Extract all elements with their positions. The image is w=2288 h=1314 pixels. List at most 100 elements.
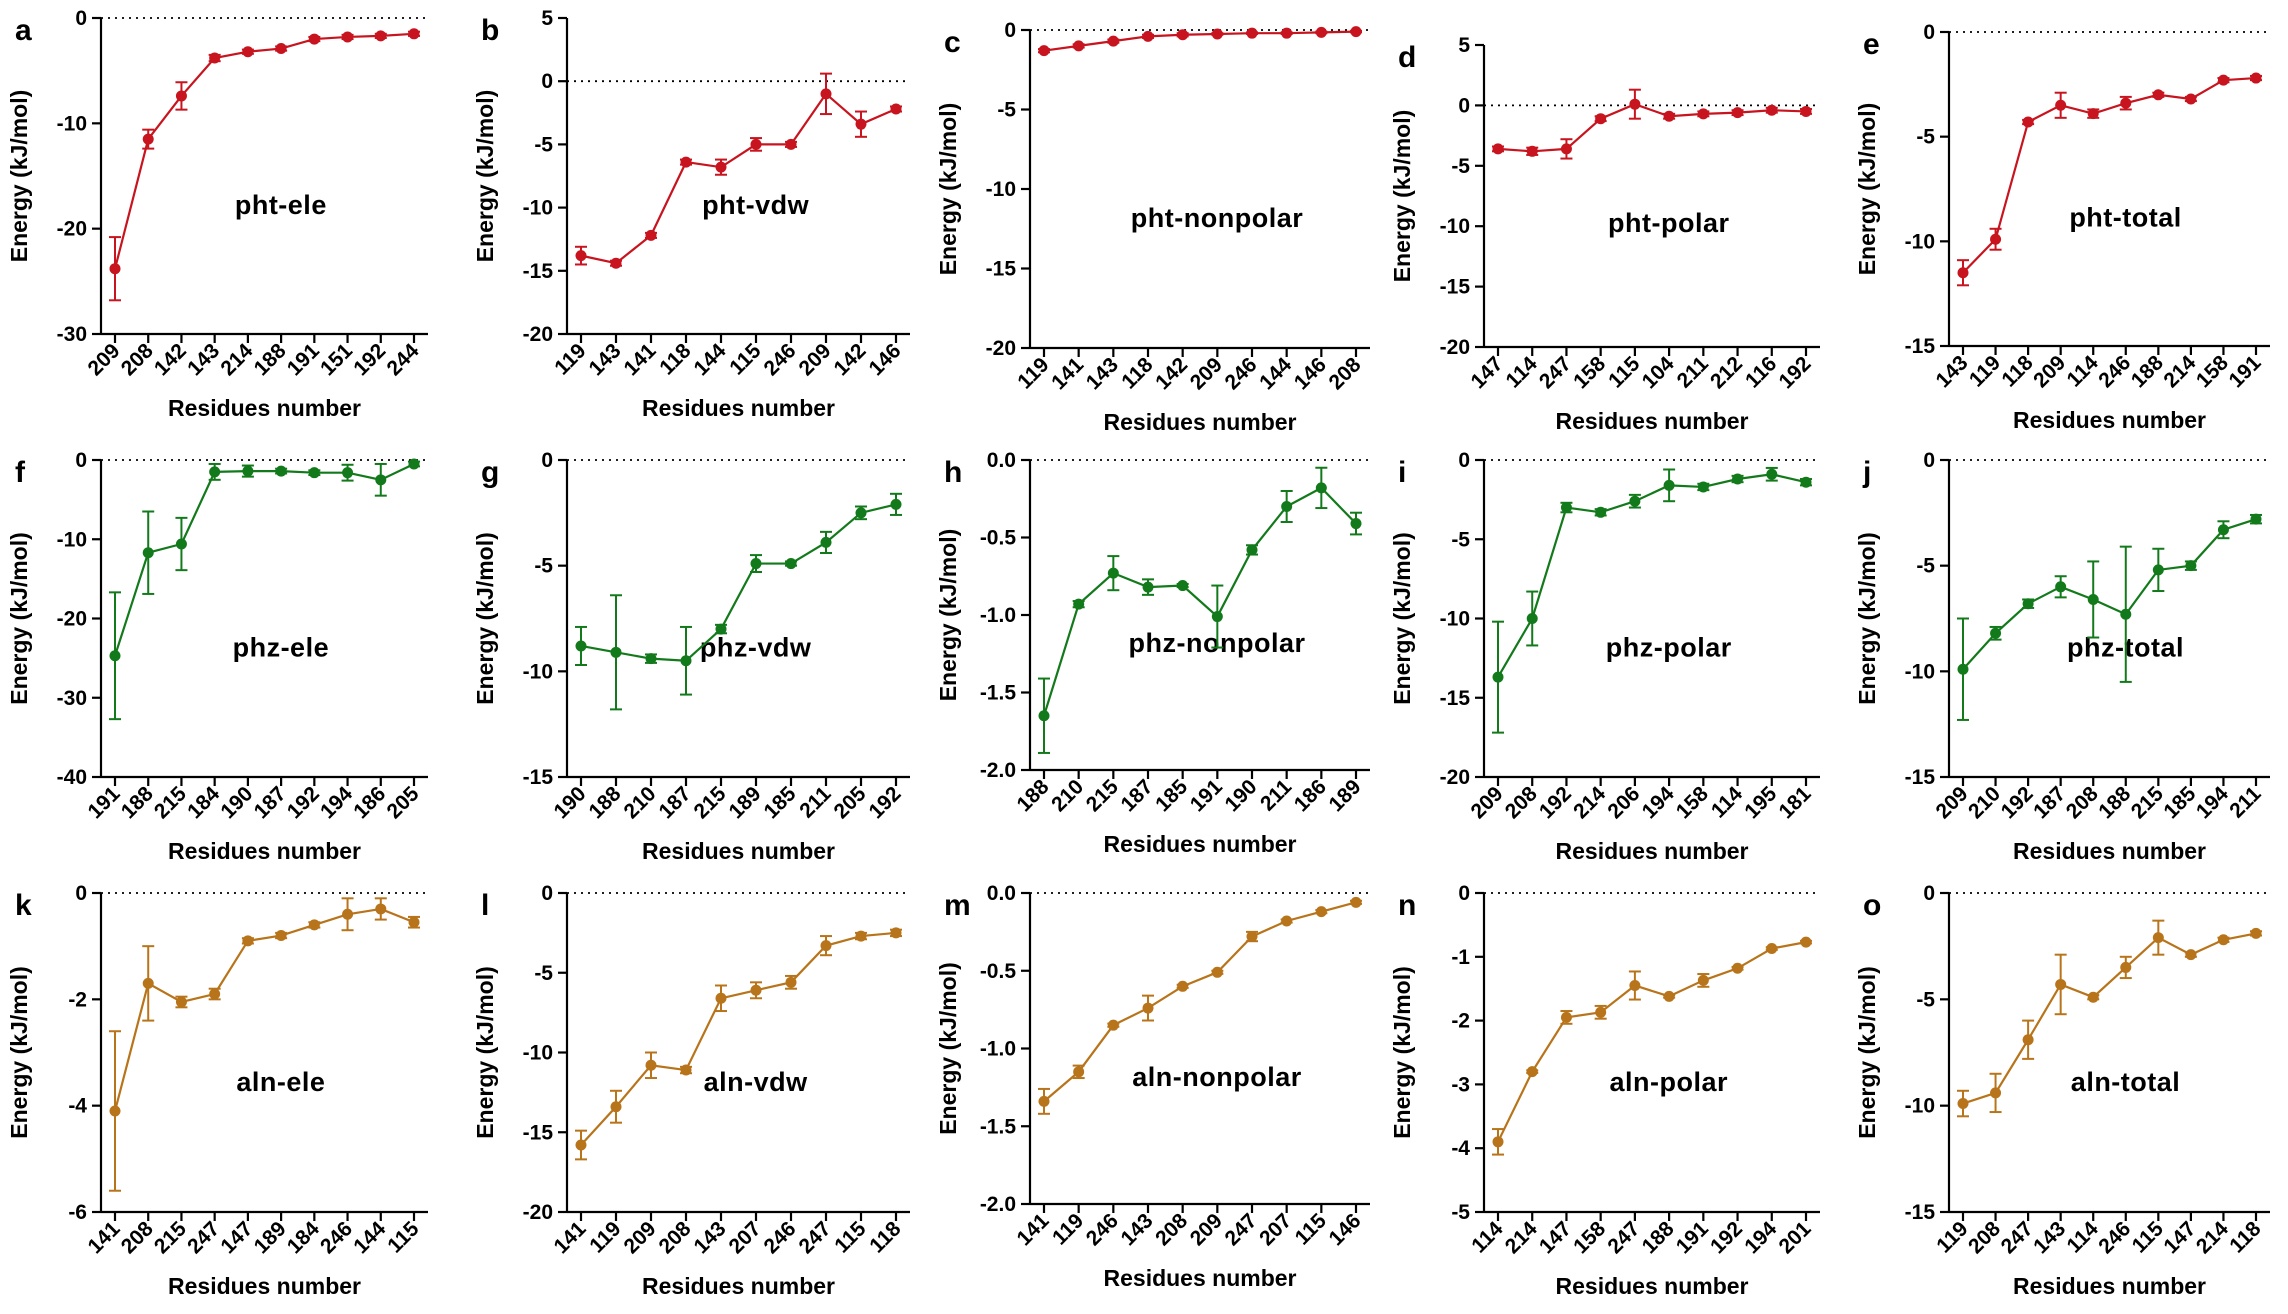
- chart-panel-n: n 0 -1 -2 -3 -4 -51142141471582471881911921942…: [1389, 882, 1820, 1299]
- y-tick-label: -30: [57, 323, 87, 346]
- y-tick-label: -0.5: [980, 527, 1017, 550]
- panel-letter: c: [944, 26, 961, 59]
- x-tick-label: 114: [2063, 1217, 2103, 1257]
- x-tick-label: 215: [1082, 775, 1123, 816]
- data-point: [1211, 611, 1223, 623]
- y-tick-label: -10: [986, 178, 1016, 201]
- y-axis-title: Energy (kJ/mol): [472, 90, 498, 263]
- x-tick-label: 146: [1324, 1209, 1365, 1250]
- data-point: [1766, 943, 1778, 955]
- x-tick-label: 246: [759, 339, 800, 380]
- chart-title: aln-polar: [1610, 1067, 1729, 1097]
- x-tick-label: 211: [2225, 782, 2265, 822]
- x-tick-label: 146: [1290, 353, 1331, 394]
- x-tick-label: 118: [655, 339, 695, 379]
- chart-panel-d: d 5 0 -5 -10 -15 -2014711424715811510421121211…: [1389, 34, 1820, 434]
- data-point: [575, 1139, 587, 1151]
- data-point: [1246, 27, 1258, 39]
- series-line: [1962, 932, 2257, 1105]
- y-tick-label: -1: [1451, 946, 1470, 969]
- y-tick-label: -2: [68, 988, 87, 1011]
- y-tick-label: -1.0: [980, 604, 1016, 627]
- chart-title: phz-ele: [233, 633, 330, 663]
- data-point: [610, 1101, 622, 1113]
- data-point: [1800, 476, 1812, 488]
- x-tick-label: 158: [1569, 1217, 1610, 1258]
- x-tick-label: 143: [584, 339, 625, 380]
- data-point: [1526, 613, 1538, 624]
- chart-panel-l: l 0 -5 -10 -15 -20141119209208143207246247115…: [472, 882, 910, 1299]
- y-tick-label: -5: [1451, 528, 1470, 551]
- data-point: [1560, 143, 1572, 155]
- data-point: [785, 138, 797, 150]
- data-point: [375, 474, 387, 486]
- y-tick-label: -20: [523, 1201, 553, 1224]
- y-tick-label: -15: [523, 766, 554, 789]
- data-point: [342, 908, 354, 920]
- x-tick-label: 209: [83, 339, 124, 380]
- data-point: [2120, 961, 2132, 973]
- x-tick-label: 119: [1965, 351, 2005, 391]
- x-tick-label: 144: [349, 1217, 390, 1258]
- x-tick-label: 210: [1047, 775, 1088, 816]
- y-tick-label: 0: [1458, 449, 1470, 472]
- data-point: [1629, 980, 1641, 992]
- series-line: [113, 907, 415, 1112]
- panel-letter: f: [15, 456, 26, 489]
- data-point: [375, 30, 387, 42]
- y-tick-label: -6: [68, 1201, 87, 1224]
- x-tick-label: 147: [2159, 1217, 2200, 1258]
- x-tick-label: 185: [759, 782, 800, 823]
- y-tick-label: -0.5: [980, 960, 1017, 983]
- data-point: [785, 976, 797, 988]
- data-point: [2152, 932, 2164, 944]
- x-tick-label: 214: [2159, 351, 2200, 392]
- x-tick-label: 246: [759, 1217, 800, 1258]
- x-tick-label: 208: [1324, 353, 1365, 394]
- x-tick-label: 190: [549, 782, 590, 823]
- x-tick-label: 188: [1638, 1217, 1679, 1258]
- series-line: [1042, 486, 1357, 717]
- panel-letter: e: [1863, 28, 1880, 61]
- x-tick-label: 215: [689, 782, 730, 823]
- series-line: [1043, 901, 1357, 1103]
- x-axis-title: Residues number: [168, 395, 361, 421]
- y-tick-label: -5: [534, 962, 553, 985]
- y-tick-label: 0: [75, 449, 87, 472]
- data-point: [175, 90, 187, 102]
- x-tick-label: 208: [117, 1217, 158, 1258]
- chart-panel-j: j 0 -5 -10 -15209210192187208188215185194211…: [1854, 449, 2270, 864]
- y-tick-label: -10: [57, 528, 87, 551]
- data-point: [2152, 89, 2164, 101]
- x-tick-label: 209: [1931, 782, 1972, 823]
- data-point: [680, 1064, 692, 1076]
- y-axis-title: Energy (kJ/mol): [472, 532, 498, 705]
- y-tick-label: -10: [1440, 215, 1470, 238]
- chart-title: pht-ele: [235, 190, 327, 220]
- x-tick-label: 188: [250, 339, 291, 380]
- x-tick-label: 115: [1604, 352, 1644, 392]
- data-point: [242, 465, 254, 477]
- data-point: [1526, 1066, 1538, 1078]
- data-point: [1315, 906, 1327, 918]
- x-tick-label: 119: [1932, 1217, 1972, 1257]
- x-tick-label: 118: [1997, 351, 2037, 391]
- x-tick-label: 247: [1997, 1217, 2038, 1258]
- data-point: [275, 43, 287, 55]
- y-axis-title: Energy (kJ/mol): [6, 966, 32, 1139]
- x-tick-label: 104: [1638, 352, 1679, 393]
- data-point: [715, 992, 727, 1004]
- x-tick-label: 194: [2192, 782, 2233, 823]
- y-axis-title: Energy (kJ/mol): [935, 962, 961, 1135]
- x-axis-title: Residues number: [1556, 1273, 1749, 1299]
- x-tick-label: 189: [1324, 775, 1365, 816]
- x-tick-label: 208: [1964, 1217, 2005, 1258]
- data-point: [1246, 931, 1258, 943]
- y-tick-label: -5: [534, 133, 553, 156]
- data-point: [645, 1059, 657, 1071]
- x-tick-label: 143: [2029, 1217, 2070, 1258]
- x-axis-title: Residues number: [168, 1273, 361, 1299]
- y-axis-title: Energy (kJ/mol): [1389, 966, 1415, 1139]
- x-axis-title: Residues number: [1556, 838, 1749, 864]
- panel-letter: j: [1862, 456, 1871, 489]
